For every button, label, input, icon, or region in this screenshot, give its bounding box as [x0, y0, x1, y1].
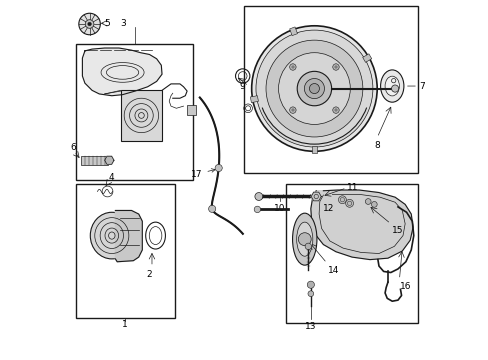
Circle shape: [289, 107, 296, 113]
Text: 14: 14: [327, 266, 339, 275]
Circle shape: [88, 22, 91, 26]
Circle shape: [215, 165, 222, 172]
Text: 8: 8: [373, 140, 379, 149]
Ellipse shape: [384, 76, 399, 96]
Text: 10: 10: [273, 204, 285, 213]
Ellipse shape: [296, 222, 312, 256]
Text: 16: 16: [399, 282, 411, 291]
Circle shape: [307, 291, 313, 297]
Circle shape: [85, 20, 94, 28]
Text: 5: 5: [104, 19, 110, 28]
Polygon shape: [310, 192, 321, 201]
Bar: [289, 27, 297, 36]
Circle shape: [371, 202, 376, 207]
Text: 6: 6: [70, 143, 76, 152]
Bar: [76, 44, 192, 180]
Text: 2: 2: [146, 270, 152, 279]
Bar: [250, 96, 258, 103]
Bar: [362, 54, 371, 62]
Circle shape: [305, 243, 311, 249]
Bar: [187, 105, 196, 116]
Circle shape: [254, 193, 262, 201]
Circle shape: [255, 30, 372, 147]
Circle shape: [251, 26, 376, 151]
Text: 13: 13: [305, 321, 316, 330]
Circle shape: [332, 107, 339, 113]
Bar: [81, 156, 108, 165]
Circle shape: [265, 40, 362, 137]
Text: 7: 7: [418, 82, 424, 91]
Circle shape: [278, 53, 349, 125]
Text: 9: 9: [239, 82, 244, 91]
Circle shape: [332, 64, 339, 70]
Text: 15: 15: [391, 226, 402, 235]
Circle shape: [391, 85, 398, 92]
Circle shape: [254, 206, 260, 213]
Ellipse shape: [380, 70, 403, 102]
Circle shape: [345, 199, 353, 207]
Circle shape: [304, 78, 324, 99]
Text: 4: 4: [108, 173, 114, 182]
Bar: [76, 184, 174, 318]
Text: 12: 12: [322, 204, 333, 213]
Polygon shape: [82, 48, 162, 96]
Text: 1: 1: [122, 320, 128, 329]
Text: 3: 3: [121, 19, 126, 28]
Circle shape: [338, 196, 346, 204]
Text: 11: 11: [346, 183, 358, 192]
Circle shape: [208, 205, 215, 212]
Circle shape: [309, 84, 319, 94]
Circle shape: [297, 71, 331, 106]
Ellipse shape: [90, 212, 133, 259]
Text: 17: 17: [191, 169, 215, 179]
Bar: [244, 6, 418, 173]
Circle shape: [79, 13, 100, 35]
Polygon shape: [115, 211, 142, 262]
Polygon shape: [104, 156, 114, 164]
Circle shape: [306, 281, 314, 288]
Circle shape: [365, 199, 370, 204]
Circle shape: [298, 233, 310, 246]
Circle shape: [289, 64, 296, 70]
Bar: [311, 146, 317, 153]
Bar: [285, 184, 418, 323]
Ellipse shape: [292, 213, 316, 265]
Bar: [121, 90, 162, 140]
Polygon shape: [310, 190, 412, 260]
